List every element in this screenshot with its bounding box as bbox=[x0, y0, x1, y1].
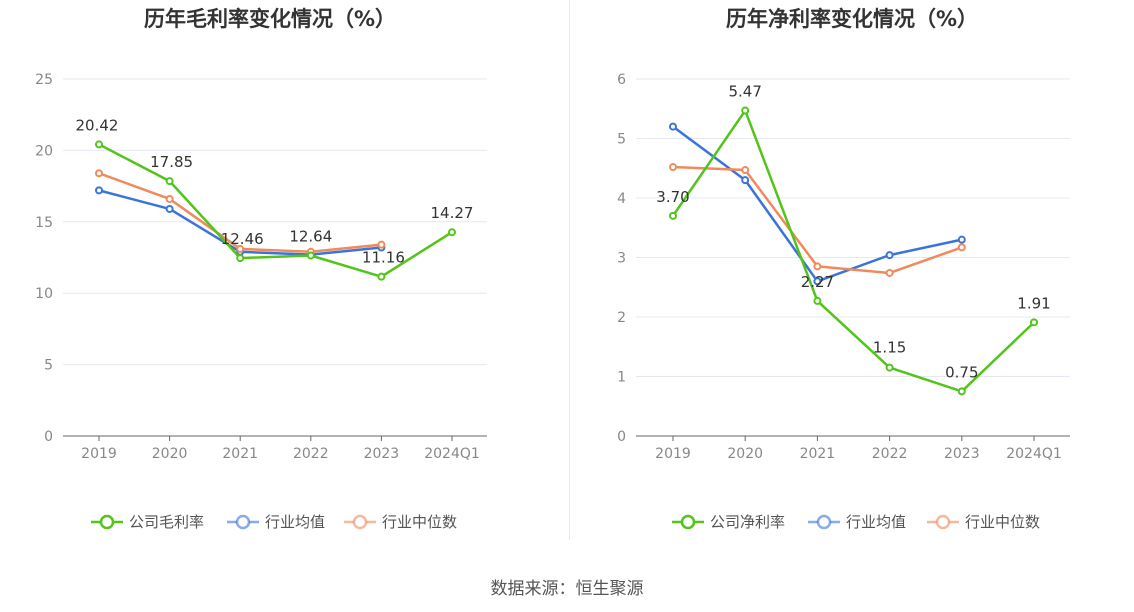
x-tick-label: 2022 bbox=[872, 446, 908, 462]
data-point-industry_avg bbox=[885, 251, 894, 260]
data-label: 14.27 bbox=[431, 204, 474, 222]
data-label: 2.27 bbox=[801, 273, 834, 291]
data-point-industry_median bbox=[236, 244, 245, 253]
x-tick-label: 2019 bbox=[81, 446, 117, 462]
data-label: 1.15 bbox=[873, 339, 906, 357]
legend-marker bbox=[816, 514, 832, 530]
data-point-industry_median bbox=[377, 240, 386, 249]
x-tick-label: 2020 bbox=[727, 446, 763, 462]
x-tick-label: 2022 bbox=[293, 446, 329, 462]
data-point-industry_median bbox=[669, 163, 677, 172]
legend-item-company: 公司净利率 bbox=[672, 513, 785, 531]
y-tick-label: 25 bbox=[35, 72, 53, 88]
data-label: 0.75 bbox=[945, 363, 978, 381]
data-point-industry_avg bbox=[165, 204, 174, 213]
y-tick-label: 0 bbox=[617, 429, 626, 445]
data-point-industry_median bbox=[95, 169, 103, 178]
legend-item-industry_median: 行业中位数 bbox=[927, 513, 1040, 531]
x-tick-label: 2021 bbox=[222, 446, 258, 462]
data-point-industry_median bbox=[957, 243, 966, 252]
data-point-industry_median bbox=[813, 262, 822, 271]
data-source-note: 数据来源：恒生聚源 bbox=[490, 579, 644, 599]
data-point-industry_median bbox=[165, 194, 174, 203]
x-tick-label: 2023 bbox=[944, 446, 980, 462]
y-tick-label: 3 bbox=[617, 251, 626, 267]
series-line-industry_avg bbox=[672, 125, 963, 283]
y-tick-label: 1 bbox=[617, 370, 626, 386]
legend-item-industry_avg: 行业均值 bbox=[227, 513, 325, 531]
data-point-company bbox=[957, 387, 966, 396]
data-point-industry_median bbox=[741, 166, 750, 175]
data-point-industry_avg bbox=[95, 186, 103, 195]
data-label: 12.64 bbox=[289, 228, 332, 246]
y-tick-label: 20 bbox=[35, 143, 53, 159]
legend-marker bbox=[235, 514, 251, 530]
data-point-industry_median bbox=[885, 268, 894, 277]
series-line-company bbox=[671, 109, 1035, 393]
data-point-company bbox=[448, 228, 456, 237]
data-point-company bbox=[377, 272, 386, 281]
legend-marker bbox=[352, 514, 368, 530]
y-tick-label: 2 bbox=[617, 310, 626, 326]
legend-label: 行业中位数 bbox=[965, 513, 1040, 531]
x-tick-label: 2024Q1 bbox=[424, 446, 480, 462]
data-point-industry_avg bbox=[813, 277, 822, 286]
y-tick-label: 5 bbox=[617, 132, 626, 148]
x-tick-label: 2019 bbox=[655, 446, 691, 462]
y-tick-label: 6 bbox=[617, 72, 626, 88]
x-tick-label: 2021 bbox=[800, 446, 836, 462]
data-point-industry_avg bbox=[957, 235, 966, 244]
data-label: 20.42 bbox=[76, 116, 119, 134]
legend-item-industry_avg: 行业均值 bbox=[808, 513, 906, 531]
legend-marker bbox=[680, 514, 696, 530]
legend-label: 行业均值 bbox=[846, 513, 906, 531]
data-point-company bbox=[741, 106, 750, 115]
x-tick-label: 2024Q1 bbox=[1006, 446, 1062, 462]
y-tick-label: 15 bbox=[35, 215, 53, 231]
x-tick-label: 2020 bbox=[152, 446, 188, 462]
data-point-company bbox=[306, 251, 315, 260]
data-point-industry_avg bbox=[669, 122, 677, 131]
legend-label: 行业均值 bbox=[265, 513, 325, 531]
chart-panel-1: 历年毛利率变化情况（%） 0 5 10 15 20 25 2019 2020 2021 2022 20… bbox=[35, 7, 487, 531]
data-point-industry_avg bbox=[741, 176, 750, 185]
legend-label: 公司毛利率 bbox=[129, 513, 204, 531]
data-label: 12.46 bbox=[221, 230, 264, 248]
chart-title: 历年净利率变化情况（%） bbox=[726, 7, 978, 31]
data-point-company bbox=[669, 211, 677, 220]
data-point-company bbox=[95, 140, 103, 149]
legend-item-company: 公司毛利率 bbox=[91, 513, 204, 531]
data-point-company bbox=[813, 296, 822, 305]
data-label: 5.47 bbox=[728, 83, 761, 101]
y-tick-label: 5 bbox=[44, 358, 53, 374]
series-line-company bbox=[98, 143, 453, 278]
data-point-company bbox=[1030, 318, 1038, 327]
data-label: 11.16 bbox=[362, 249, 405, 267]
panel-divider bbox=[569, 0, 570, 540]
legend-label: 公司净利率 bbox=[710, 513, 785, 531]
legend-marker bbox=[935, 514, 951, 530]
x-tick-label: 2023 bbox=[364, 446, 400, 462]
chart-title: 历年毛利率变化情况（%） bbox=[144, 7, 396, 31]
data-point-company bbox=[885, 363, 894, 372]
legend-label: 行业中位数 bbox=[382, 513, 457, 531]
legend-item-industry_median: 行业中位数 bbox=[344, 513, 457, 531]
data-label: 3.70 bbox=[656, 188, 689, 206]
data-point-company bbox=[236, 254, 245, 263]
data-point-company bbox=[165, 177, 174, 186]
chart-panel-2: 历年净利率变化情况（%） 0 1 2 3 4 5 6 2019 2020 2021 2022 2023 2… bbox=[617, 7, 1070, 531]
legend-marker bbox=[99, 514, 115, 530]
y-tick-label: 10 bbox=[35, 286, 53, 302]
data-label: 17.85 bbox=[150, 153, 193, 171]
data-label: 1.91 bbox=[1017, 294, 1050, 312]
y-tick-label: 0 bbox=[44, 429, 53, 445]
y-tick-label: 4 bbox=[617, 191, 626, 207]
